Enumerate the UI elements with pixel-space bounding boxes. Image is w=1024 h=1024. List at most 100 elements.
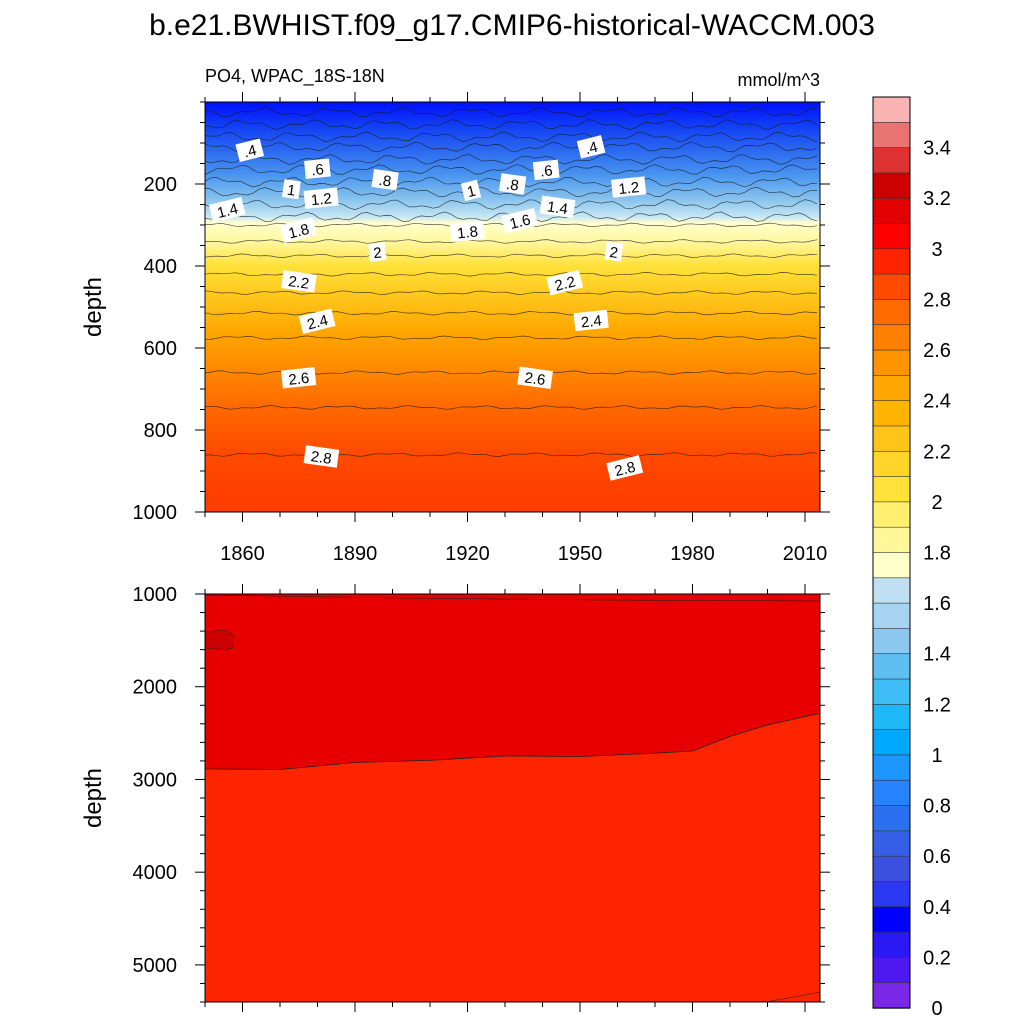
colorbar-swatch [872, 172, 911, 199]
colorbar-label: 2 [931, 492, 942, 514]
x-tick-label: 1860 [220, 543, 265, 565]
contour-label-text: 2.4 [305, 312, 329, 334]
contour-label-box [303, 445, 340, 468]
contour-label: 1.6 [501, 207, 539, 234]
contour-label-box [606, 455, 644, 481]
colorbar-swatch [872, 982, 911, 1009]
contour-label-box [604, 241, 624, 262]
contour-label: 1.8 [280, 217, 317, 244]
upper-contour-line [204, 119, 818, 130]
colorbar-swatch [872, 450, 911, 478]
contour-label: 2.6 [517, 366, 553, 389]
contour-label-box [281, 270, 317, 293]
x-tick-label: 1890 [333, 543, 378, 565]
colorbar-label: 1.2 [923, 694, 951, 716]
contour-label: 2.4 [298, 308, 336, 335]
colorbar-swatch [872, 906, 911, 933]
upper-panel: .4.611.41.2.81.822.22.42.62.811.8.81.6.6… [80, 92, 830, 565]
colorbar-label: 0.6 [923, 846, 951, 868]
contour-label-text: 1.2 [310, 190, 333, 209]
colorbar-swatch [872, 273, 911, 301]
contour-label-text: 2.8 [310, 448, 333, 468]
contour-label-text: 2.8 [613, 459, 637, 481]
lower-top-edge [204, 594, 821, 602]
colorbar-frame [872, 96, 911, 1009]
contour-label-box [499, 173, 527, 195]
colorbar-label: 3 [931, 239, 942, 261]
y-tick-label: 5000 [133, 955, 178, 977]
contour-label: .4 [235, 138, 265, 162]
colorbar-swatch [872, 122, 911, 149]
figure-title: b.e21.BWHIST.f09_g17.CMIP6-historical-WA… [149, 9, 875, 42]
upper-contour-line [204, 154, 818, 165]
contour-label-box [573, 309, 609, 332]
contour-label-text: 1.8 [287, 221, 311, 243]
x-tick-label: 2010 [783, 543, 828, 565]
contour-label: 2.4 [573, 309, 609, 332]
upper-contour-line [204, 311, 818, 316]
lower-3.0-band [204, 593, 821, 770]
colorbar-label: 3.2 [923, 188, 951, 210]
colorbar-swatch [872, 501, 911, 528]
contour-label-box [532, 159, 560, 181]
contour-label: 1.2 [611, 176, 647, 198]
contour-label: .6 [532, 159, 560, 181]
contour-label-box [368, 242, 387, 262]
contour-label: 2.2 [546, 269, 584, 296]
contour-label-box [546, 269, 584, 296]
contour-label-box [235, 138, 265, 162]
upper-contour-labels: .4.611.41.2.81.822.22.42.62.811.8.81.6.6… [208, 135, 647, 481]
contour-label-box [280, 217, 317, 244]
colorbar-swatch [872, 349, 911, 377]
y-tick-label: 800 [144, 420, 177, 442]
y-tick-label: 2000 [133, 677, 178, 699]
colorbar-swatch [872, 223, 911, 250]
contour-label: 2.6 [281, 367, 317, 389]
colorbar-label: 1.4 [923, 644, 951, 666]
contour-label-text: 1.4 [215, 200, 239, 222]
colorbar-label: 1.8 [923, 543, 951, 565]
contour-label: 1 [281, 179, 301, 200]
units-subtitle: mmol/m^3 [738, 70, 820, 90]
colorbar-label: 2.8 [923, 289, 951, 311]
y-tick-label: 600 [144, 338, 177, 360]
contour-label-text: 1.6 [508, 211, 532, 233]
colorbar-label: 1.6 [923, 593, 951, 615]
lower-y-axis-label: depth [80, 768, 107, 828]
colorbar-swatch [872, 375, 911, 402]
colorbar-swatch [872, 881, 911, 908]
contour-label: .8 [499, 173, 527, 195]
x-tick-label: 1950 [558, 543, 603, 565]
colorbar-swatch [872, 678, 911, 706]
y-tick-label: 3000 [133, 769, 178, 791]
upper-y-axis-label: depth [80, 277, 107, 337]
colorbar-label: 0.2 [923, 947, 951, 969]
colorbar-swatch [872, 855, 911, 883]
contour-label-text: 2.2 [287, 273, 310, 293]
x-tick-label: 1920 [445, 543, 490, 565]
contour-label-text: 1 [465, 183, 477, 202]
contour-label: 2.8 [303, 445, 340, 468]
upper-contour-line [204, 131, 818, 143]
colorbar-swatch [872, 805, 911, 832]
y-tick-label: 1000 [133, 584, 178, 606]
contour-label-text: 1.2 [618, 179, 641, 198]
colorbar-swatch [872, 197, 911, 225]
colorbar-label: 3.4 [923, 138, 951, 160]
colorbar-swatch [872, 754, 911, 781]
colorbar-swatch [872, 779, 911, 807]
colorbar-swatch [872, 552, 911, 579]
upper-contour-line [205, 239, 818, 244]
colorbar-swatch [872, 830, 911, 857]
contour-label-text: 2.2 [553, 273, 577, 295]
contour-label: .8 [371, 169, 399, 190]
colorbar-swatch [872, 526, 911, 554]
contour-label-box [298, 308, 336, 335]
contour-label-box [539, 195, 576, 219]
contour-label-text: .6 [310, 161, 324, 179]
colorbar-swatch [872, 653, 911, 680]
colorbar-label: 2.2 [923, 441, 951, 463]
contour-label-text: 2.4 [580, 312, 603, 331]
y-tick-label: 200 [144, 174, 177, 196]
contour-label-box [576, 135, 606, 159]
